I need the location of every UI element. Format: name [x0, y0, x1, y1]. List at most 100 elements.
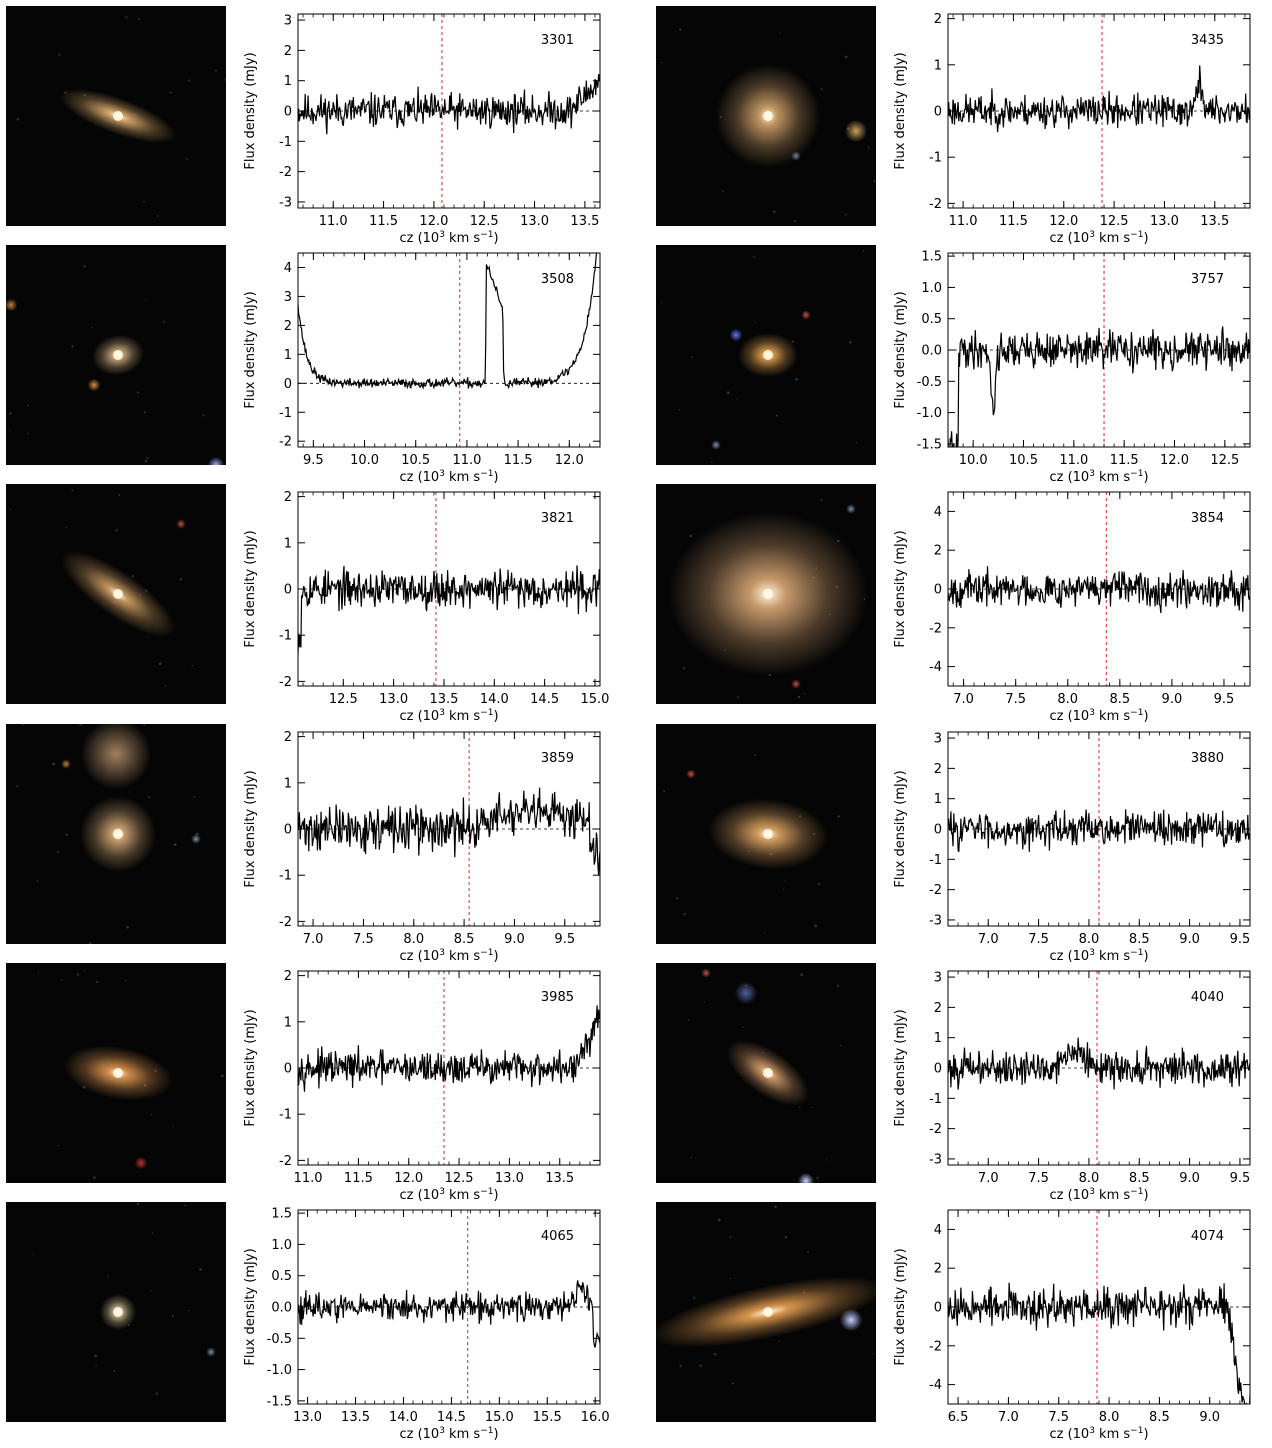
x-tick-label: 11.5 — [999, 214, 1028, 229]
x-axis-label: cz (103 km s−1) — [1049, 948, 1148, 964]
x-axis-label: cz (103 km s−1) — [399, 469, 498, 485]
galaxy-image-3985 — [6, 963, 226, 1183]
y-tick-label: 0 — [284, 1062, 292, 1077]
background-star — [784, 880, 786, 882]
background-star — [94, 1354, 97, 1358]
background-star — [693, 1296, 696, 1299]
y-tick-label: -4 — [929, 660, 942, 675]
background-star — [83, 970, 86, 972]
x-tick-label: 8.0 — [403, 932, 424, 947]
x-tick-label: 13.0 — [1150, 214, 1179, 229]
y-tick-label: -0.5 — [267, 1332, 292, 1347]
background-star — [862, 250, 865, 252]
x-tick-label: 14.0 — [480, 692, 509, 707]
spectrum-line — [948, 566, 1250, 614]
background-star — [202, 414, 205, 417]
x-tick-label: 11.5 — [369, 214, 398, 229]
background-star — [791, 340, 794, 343]
background-star — [164, 685, 167, 687]
background-star — [816, 1176, 819, 1180]
background-star — [143, 724, 146, 726]
y-tick-label: 1.5 — [921, 250, 942, 265]
background-star — [89, 941, 92, 944]
background-star — [91, 326, 93, 329]
galaxy-id-label: 3880 — [1191, 751, 1224, 766]
background-star — [825, 1159, 828, 1161]
background-star — [729, 1277, 732, 1280]
spectrum-plot-4040: 7.0 7.5 8.0 8.5 9.0 9.5 -3 -2 -1 0 1 2 3 Flux density… — [882, 963, 1262, 1203]
y-tick-label: -2 — [279, 675, 292, 690]
y-axis-label: Flux density (mJy) — [243, 52, 258, 169]
background-star — [79, 724, 82, 726]
x-tick-label: 12.5 — [329, 692, 358, 707]
y-tick-label: 4 — [934, 505, 942, 520]
y-tick-label: 1.0 — [921, 281, 942, 296]
spectrum-line — [948, 1282, 1250, 1404]
background-star — [820, 498, 823, 501]
x-tick-label: 8.0 — [1079, 1171, 1100, 1186]
y-tick-label: 1 — [284, 348, 292, 363]
galaxy-id-label: 3757 — [1191, 272, 1224, 287]
background-star — [57, 851, 60, 854]
background-star — [753, 255, 756, 258]
background-star — [158, 662, 162, 666]
background-star — [840, 1044, 842, 1047]
y-tick-label: -1 — [279, 869, 292, 884]
y-tick-label: 0 — [934, 1301, 942, 1316]
background-star — [155, 1392, 158, 1395]
galaxy-image-3301 — [6, 6, 226, 226]
y-tick-label: -2 — [279, 165, 292, 180]
galaxy-core — [763, 1307, 773, 1317]
background-star — [83, 265, 86, 268]
x-tick-label: 12.5 — [445, 1171, 474, 1186]
galaxy-image-3435 — [656, 6, 876, 226]
background-star — [143, 200, 145, 203]
y-tick-label: 0.5 — [271, 1269, 292, 1284]
x-tick-label: 8.0 — [1079, 932, 1100, 947]
field-star — [80, 724, 152, 790]
spectrum-line — [298, 787, 600, 876]
background-star — [16, 118, 20, 121]
x-tick-label: 15.0 — [580, 692, 609, 707]
x-tick-label: 7.5 — [1005, 692, 1026, 707]
x-tick-label: 15.0 — [485, 1410, 514, 1425]
background-star — [689, 534, 693, 538]
y-tick-label: -1 — [279, 406, 292, 421]
y-tick-label: 1 — [934, 58, 942, 73]
x-tick-label: 11.0 — [319, 214, 348, 229]
field-star — [734, 981, 758, 1005]
galaxy-image-4074 — [656, 1202, 876, 1422]
x-tick-label: 7.0 — [978, 932, 999, 947]
background-star — [71, 345, 74, 348]
x-tick-label: 7.5 — [1048, 1410, 1069, 1425]
galaxy-id-label: 3859 — [541, 751, 574, 766]
galaxy-core — [763, 350, 773, 360]
background-star — [784, 1236, 787, 1239]
background-star — [113, 1369, 116, 1372]
galaxy-id-label: 3854 — [1191, 511, 1224, 526]
galaxy-id-label: 4040 — [1191, 990, 1224, 1005]
background-star — [16, 785, 19, 788]
background-star — [754, 321, 756, 323]
background-star — [775, 414, 778, 417]
x-tick-label: 7.0 — [303, 932, 324, 947]
background-star — [220, 1074, 224, 1078]
y-tick-label: -2 — [929, 883, 942, 898]
x-tick-label: 13.5 — [429, 692, 458, 707]
spectrum-line — [298, 565, 600, 655]
background-star — [224, 78, 226, 81]
background-star — [814, 924, 818, 928]
galaxy-image-3859 — [6, 724, 226, 944]
y-tick-label: 0 — [284, 823, 292, 838]
x-axis-label: cz (103 km s−1) — [1049, 708, 1148, 724]
spectrum-plot-3508: 9.5 10.0 10.5 11.0 11.5 12.0 -2 -1 0 1 2 3 4 Flux den… — [232, 245, 612, 485]
background-star — [172, 1125, 174, 1128]
y-tick-label: -1 — [279, 135, 292, 150]
background-star — [678, 408, 681, 411]
y-tick-label: 0 — [284, 583, 292, 598]
background-star — [722, 190, 725, 193]
x-tick-label: 8.0 — [1099, 1410, 1120, 1425]
field-star — [844, 119, 868, 143]
x-tick-label: 13.5 — [341, 1410, 370, 1425]
y-tick-label: 1 — [934, 1031, 942, 1046]
